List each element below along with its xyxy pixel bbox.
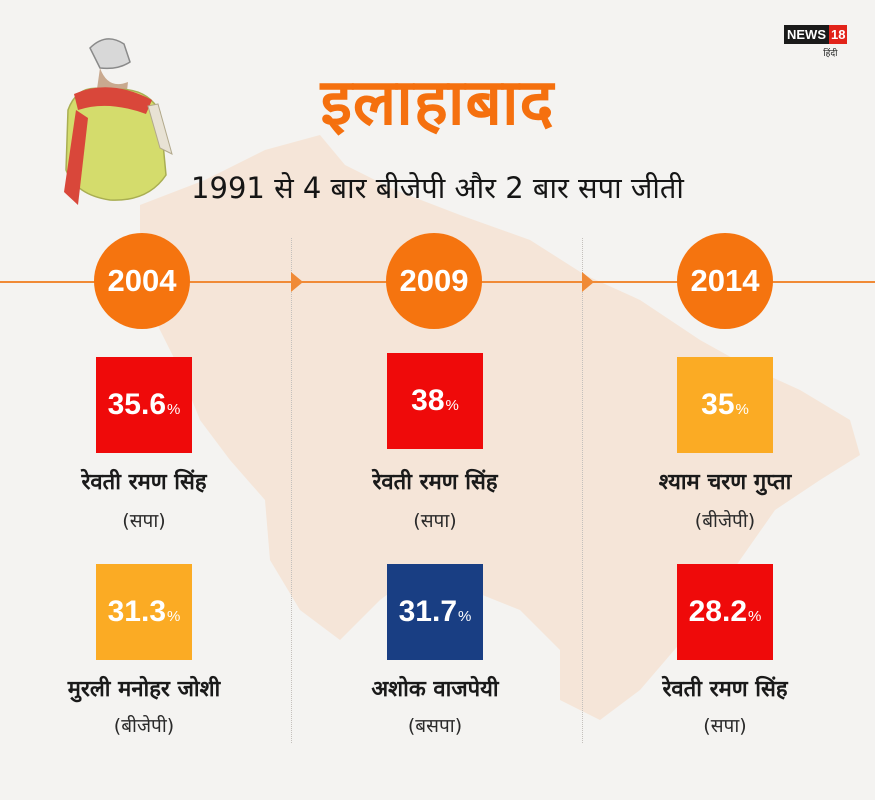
column-divider bbox=[582, 238, 583, 743]
candidate-name: अशोक वाजपेयी bbox=[371, 677, 499, 702]
vote-share-value: 35 bbox=[701, 388, 735, 421]
vote-share-box: 31.7% bbox=[387, 564, 483, 660]
year-badge-2014: 2014 bbox=[677, 233, 773, 329]
party-label: (सपा) bbox=[122, 510, 166, 532]
column-divider bbox=[291, 238, 292, 743]
percent-sign: % bbox=[167, 400, 181, 418]
vote-share-box: 28.2% bbox=[677, 564, 773, 660]
party-label: (बसपा) bbox=[407, 715, 463, 737]
logo-language: हिंदी bbox=[823, 49, 838, 59]
year-badge-2009: 2009 bbox=[386, 233, 482, 329]
timeline-arrow-icon bbox=[582, 272, 594, 292]
party-label: (सपा) bbox=[413, 510, 457, 532]
vote-share-box: 31.3% bbox=[96, 564, 192, 660]
candidate-name: रेवती रमण सिंह bbox=[81, 470, 207, 495]
candidate-name: रेवती रमण सिंह bbox=[662, 677, 788, 702]
year-badge-2004: 2004 bbox=[94, 233, 190, 329]
percent-sign: % bbox=[445, 396, 459, 414]
percent-sign: % bbox=[735, 400, 749, 418]
vote-share-box: 38% bbox=[387, 353, 483, 449]
page-title: इलाहाबाद bbox=[320, 66, 555, 140]
party-label: (बीजेपी) bbox=[113, 715, 175, 737]
candidate-name: श्याम चरण गुप्ता bbox=[658, 470, 792, 495]
vote-share-value: 31.7 bbox=[398, 595, 458, 628]
candidate-name: मुरली मनोहर जोशी bbox=[67, 677, 221, 702]
vote-share-box: 35.6% bbox=[96, 357, 192, 453]
timeline-arrow-icon bbox=[291, 272, 303, 292]
vote-share-value: 38 bbox=[411, 384, 445, 417]
vote-share-box: 35% bbox=[677, 357, 773, 453]
party-label: (सपा) bbox=[703, 715, 747, 737]
logo-number: 18 bbox=[829, 25, 848, 44]
subtitle: 1991 से 4 बार बीजेपी और 2 बार सपा जीती bbox=[191, 171, 684, 205]
logo-wordmark: NEWS bbox=[784, 25, 829, 44]
candidate-name: रेवती रमण सिंह bbox=[372, 470, 498, 495]
party-label: (बीजेपी) bbox=[694, 510, 756, 532]
vote-share-value: 31.3 bbox=[107, 595, 167, 628]
percent-sign: % bbox=[458, 607, 472, 625]
politician-illustration bbox=[64, 38, 173, 205]
news18-logo: NEWS 18 हिंदी bbox=[784, 25, 848, 59]
percent-sign: % bbox=[167, 607, 181, 625]
vote-share-value: 28.2 bbox=[688, 595, 748, 628]
vote-share-value: 35.6 bbox=[107, 388, 167, 421]
percent-sign: % bbox=[748, 607, 762, 625]
